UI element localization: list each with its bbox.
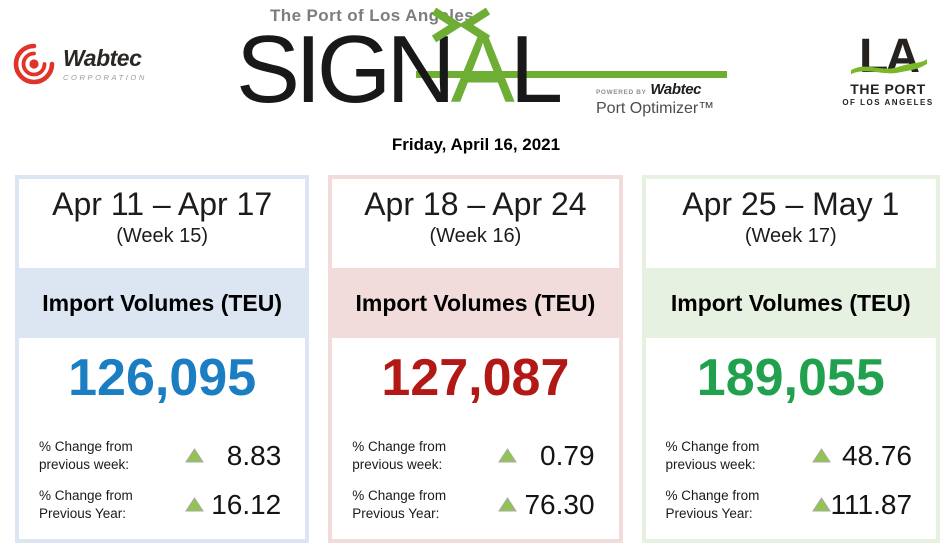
import-volume-value: 189,055 <box>696 349 885 407</box>
card-body: 189,055 % Change from previous week: 48.… <box>645 338 937 539</box>
powered-by-wabtec-wordmark: Wabtec <box>650 81 702 98</box>
change-year-value: 111.87 <box>830 488 913 520</box>
wabtec-logo: Wabtec CORPORATION <box>12 42 147 86</box>
change-year-label: % Change from Previous Year: <box>39 488 133 521</box>
up-triangle-icon <box>811 497 831 512</box>
section-title: Import Volumes (TEU) <box>670 289 911 316</box>
la-the-port-label: THE PORT <box>850 80 926 97</box>
wabtec-spiral-icon <box>12 42 56 86</box>
week-card-following: Apr 25 – May 1 (Week 17) Import Volumes … <box>641 175 941 543</box>
powered-by-block: POWERED BY Wabtec Port Optimizer™ <box>596 81 736 118</box>
card-body: 127,087 % Change from previous week: 0.7… <box>332 338 619 539</box>
la-monogram: LA <box>851 33 927 81</box>
port-optimizer-label: Port Optimizer™ <box>596 100 715 117</box>
import-volume-value: 127,087 <box>381 349 570 407</box>
wabtec-corporation-label: CORPORATION <box>63 72 147 82</box>
change-week-label: % Change from previous week: <box>352 439 447 472</box>
report-header: Wabtec CORPORATION The Port of Los Angel… <box>0 0 952 168</box>
up-triangle-icon <box>498 497 518 512</box>
up-triangle-icon <box>811 448 831 463</box>
up-triangle-icon <box>185 497 204 512</box>
railroad-crossing-icon <box>430 6 492 44</box>
signal-tagline: The Port of Los Angeles <box>270 6 475 25</box>
change-year-value: 16.12 <box>211 488 282 520</box>
change-year-value: 76.30 <box>524 488 595 520</box>
week-number: (Week 15) <box>116 224 209 247</box>
la-of-los-angeles-label: OF LOS ANGELES <box>842 97 934 107</box>
change-year-row: % Change from Previous Year: 76.30 <box>352 487 596 522</box>
change-year-row: % Change from Previous Year: 111.87 <box>666 487 914 522</box>
section-title: Import Volumes (TEU) <box>355 289 596 316</box>
signal-rail-line <box>416 71 727 78</box>
change-week-value: 8.83 <box>226 439 282 471</box>
import-volume-value: 126,095 <box>68 349 257 407</box>
section-title: Import Volumes (TEU) <box>42 289 283 316</box>
date-range: Apr 11 – Apr 17 <box>52 186 273 222</box>
card-header: Apr 18 – Apr 24 (Week 16) <box>332 179 619 268</box>
change-year-row: % Change from Previous Year: 16.12 <box>39 487 283 522</box>
signal-wordmark: SIGNAL <box>236 16 563 123</box>
card-body: 126,095 % Change from previous week: 8.8… <box>19 338 306 539</box>
week-number: (Week 16) <box>429 224 522 247</box>
change-week-row: % Change from previous week: 48.76 <box>666 438 914 473</box>
week-number: (Week 17) <box>744 224 837 247</box>
card-header: Apr 25 – May 1 (Week 17) <box>645 179 937 268</box>
change-year-label: % Change from Previous Year: <box>352 488 447 521</box>
up-triangle-icon <box>498 448 518 463</box>
card-header: Apr 11 – Apr 17 (Week 15) <box>19 179 306 268</box>
change-week-label: % Change from previous week: <box>665 439 760 472</box>
week-cards-row: Apr 11 – Apr 17 (Week 15) Import Volumes… <box>15 175 941 543</box>
date-range: Apr 18 – Apr 24 <box>364 186 587 222</box>
change-year-label: % Change from Previous Year: <box>665 488 760 521</box>
week-card-next: Apr 18 – Apr 24 (Week 16) Import Volumes… <box>328 175 623 543</box>
date-range: Apr 25 – May 1 <box>682 186 900 222</box>
wabtec-wordmark: Wabtec <box>63 44 142 71</box>
powered-by-label: POWERED BY <box>596 89 647 96</box>
change-week-value: 48.76 <box>841 439 913 471</box>
signal-logo: The Port of Los Angeles SIGNAL POWERED B… <box>230 2 730 130</box>
change-week-row: % Change from previous week: 8.83 <box>39 438 283 473</box>
up-triangle-icon <box>185 448 204 463</box>
change-week-value: 0.79 <box>540 439 595 471</box>
week-card-current: Apr 11 – Apr 17 (Week 15) Import Volumes… <box>15 175 310 543</box>
change-week-row: % Change from previous week: 0.79 <box>352 438 596 473</box>
change-week-label: % Change from previous week: <box>39 439 133 472</box>
la-wave-icon <box>851 59 927 75</box>
port-of-la-logo: LA THE PORT OF LOS ANGELES <box>838 33 938 107</box>
report-date: Friday, April 16, 2021 <box>391 135 561 154</box>
